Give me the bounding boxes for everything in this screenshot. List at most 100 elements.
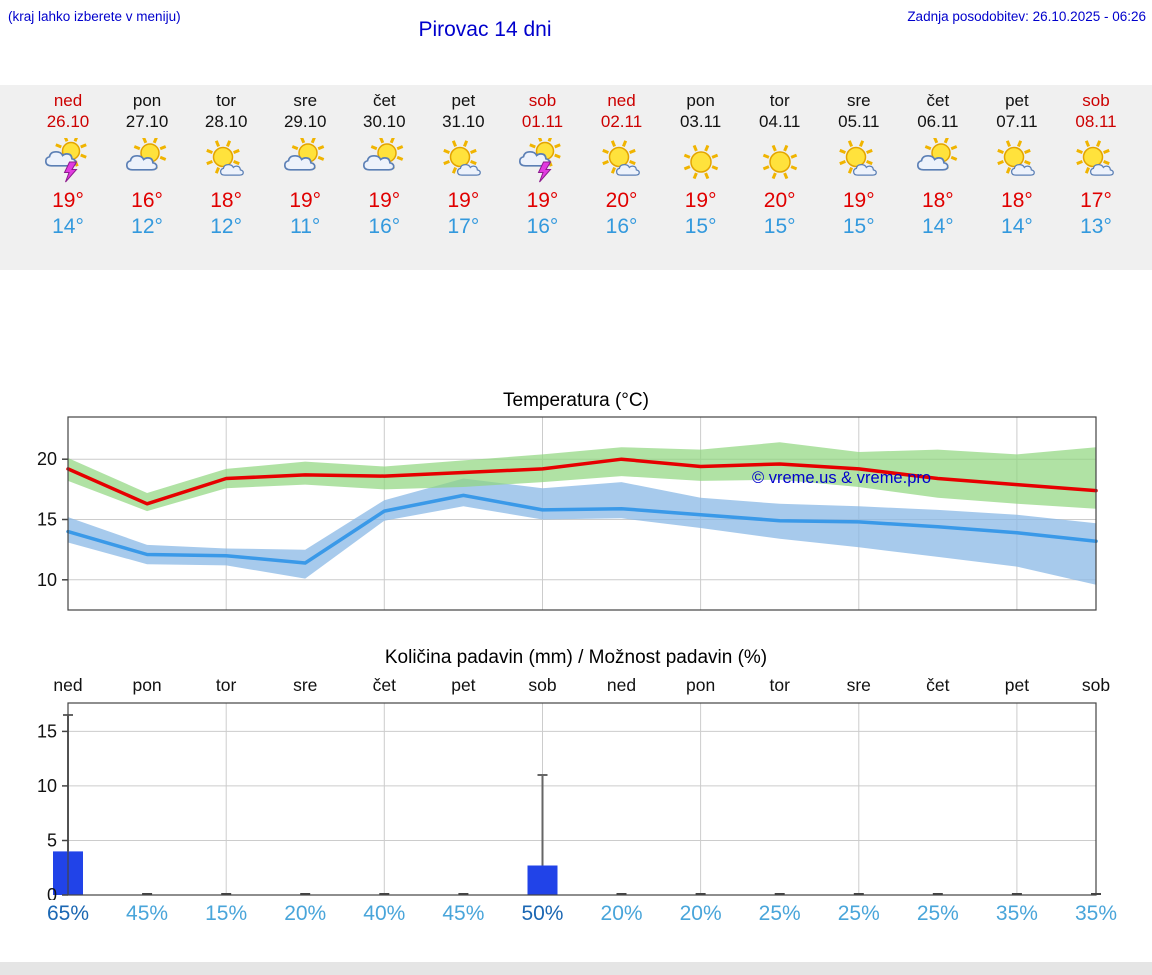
mostly-sunny-icon xyxy=(971,138,1063,186)
last-update: Zadnja posodobitev: 26.10.2025 - 06:26 xyxy=(907,9,1146,24)
precip-probability-row: 65% 45% 15% 20% 40% 45% 50% 20% 20% 25% 25% 25% 35% 3… xyxy=(0,902,1152,932)
low-temp: 16° xyxy=(368,215,401,238)
sunny-icon xyxy=(734,138,826,186)
precip-probability: 40% xyxy=(363,902,406,925)
mostly-sunny-icon xyxy=(813,138,905,186)
day-name: tor xyxy=(216,91,237,110)
low-temp: 12° xyxy=(210,215,243,238)
page-title: Pirovac 14 dni xyxy=(418,18,552,41)
mostly-sunny-icon xyxy=(576,138,668,186)
day-date: 06.11 xyxy=(917,112,959,131)
precip-bar xyxy=(527,865,558,895)
forecast-day: tor 04.11 20° 15° xyxy=(734,85,826,239)
day-name: sre xyxy=(293,91,318,110)
high-temp: 18° xyxy=(1001,189,1033,212)
temperature-chart: 10 15 20 © vreme.us & vreme.pro xyxy=(37,416,1098,611)
precip-probability: 35% xyxy=(995,902,1038,925)
svg-text:5: 5 xyxy=(47,831,57,851)
day-name: pon xyxy=(686,91,715,110)
forecast-day: sob 01.11 19° 16° xyxy=(496,85,588,239)
low-temp: 12° xyxy=(131,215,163,238)
high-temp: 16° xyxy=(131,189,163,212)
forecast-day: sob 08.11 17° 13° xyxy=(1050,85,1142,239)
zero-precip-mark xyxy=(774,893,785,895)
day-date: 05.11 xyxy=(838,112,880,131)
forecast-day: pon 03.11 19° 15° xyxy=(655,85,747,239)
high-temp: 19° xyxy=(447,189,480,212)
day-date: 03.11 xyxy=(679,112,722,131)
precip-probability: 45% xyxy=(126,902,169,925)
high-temp: 19° xyxy=(842,189,875,212)
zero-precip-mark xyxy=(932,893,943,895)
sunny-icon xyxy=(655,138,747,186)
low-temp: 15° xyxy=(684,215,717,238)
low-temp: 14° xyxy=(921,215,954,238)
zero-precip-mark xyxy=(695,893,706,895)
day-name: čet xyxy=(926,91,950,110)
precip-day-label: čet xyxy=(372,675,396,695)
day-date: 07.11 xyxy=(996,112,1038,131)
day-date: 28.10 xyxy=(204,112,248,131)
low-temp: 14° xyxy=(1001,215,1033,238)
day-name: pet xyxy=(451,91,476,110)
watermark-link[interactable]: © vreme.us & vreme.pro xyxy=(752,469,931,487)
day-name: čet xyxy=(372,91,396,110)
precip-day-label: ned xyxy=(606,675,637,695)
low-temp: 17° xyxy=(447,215,480,238)
zero-precip-mark xyxy=(221,893,232,895)
svg-text:15: 15 xyxy=(37,510,57,530)
partly-cloudy-icon xyxy=(101,136,193,186)
high-temp: 18° xyxy=(210,189,243,212)
precip-day-label: pet xyxy=(1004,675,1030,695)
zero-precip-mark xyxy=(458,893,469,895)
precip-day-label: pon xyxy=(132,675,162,695)
day-name: sre xyxy=(846,91,871,110)
precipitation-chart-title: Količina padavin (mm) / Možnost padavin … xyxy=(384,647,768,668)
low-temp: 16° xyxy=(605,215,638,238)
precipitation-chart: 0 5 10 15 xyxy=(37,702,1101,900)
forecast-day: čet 30.10 19° 16° xyxy=(338,85,430,239)
svg-text:0: 0 xyxy=(47,885,57,900)
partly-cloudy-icon xyxy=(259,136,351,186)
precip-probability: 45% xyxy=(442,902,485,925)
zero-precip-mark xyxy=(1011,893,1022,895)
low-temp: 11° xyxy=(290,215,321,238)
day-name: pon xyxy=(132,91,162,110)
bottom-bar xyxy=(0,962,1152,975)
precip-day-label: tor xyxy=(215,675,237,695)
partly-cloudy-icon xyxy=(892,136,984,186)
low-temp: 16° xyxy=(526,215,559,238)
precip-day-label: sob xyxy=(1081,675,1111,695)
forecast-day: ned 26.10 19° 14° xyxy=(22,85,114,239)
menu-hint: (kraj lahko izberete v meniju) xyxy=(8,9,181,24)
precip-day-label: ned xyxy=(53,675,83,695)
high-temp: 20° xyxy=(763,189,796,212)
day-name: sob xyxy=(1082,91,1110,110)
thunderstorm-icon xyxy=(496,135,588,186)
precip-day-label: sob xyxy=(528,675,557,695)
high-temp: 19° xyxy=(289,189,322,212)
low-temp: 15° xyxy=(763,215,796,238)
low-temp: 14° xyxy=(52,215,84,238)
high-temp: 18° xyxy=(921,189,954,212)
high-temp: 19° xyxy=(368,189,401,212)
day-date: 31.10 xyxy=(442,112,485,131)
precip-probability: 20% xyxy=(600,902,643,925)
zero-precip-mark xyxy=(142,893,153,895)
low-temp: 15° xyxy=(842,215,875,238)
day-name: ned xyxy=(53,91,83,110)
precip-day-label: čet xyxy=(926,675,950,695)
high-temp: 20° xyxy=(605,189,638,212)
zero-precip-mark xyxy=(379,893,390,895)
high-temp: 17° xyxy=(1080,189,1112,212)
precip-day-labels: ned pon tor sre čet pet sob ned pon tor sre čet pet s… xyxy=(0,675,1152,699)
mostly-sunny-icon xyxy=(180,138,272,186)
forecast-day: pet 31.10 19° 17° xyxy=(417,85,509,239)
forecast-day: ned 02.11 20° 16° xyxy=(576,85,668,239)
precip-probability: 20% xyxy=(284,902,327,925)
svg-text:10: 10 xyxy=(37,570,57,590)
high-temp: 19° xyxy=(684,189,717,212)
precip-day-label: sre xyxy=(846,675,871,695)
thunderstorm-icon xyxy=(22,135,114,186)
